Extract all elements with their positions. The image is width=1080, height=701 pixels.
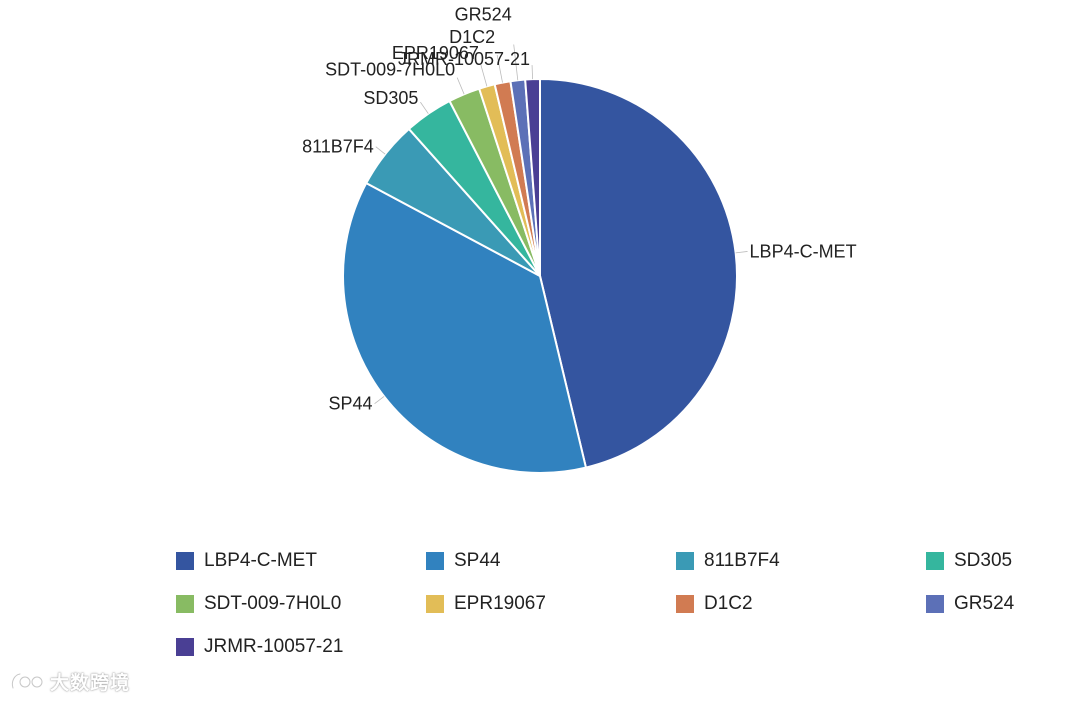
leader-line (531, 65, 533, 80)
legend-swatch (176, 595, 194, 613)
legend-label: EPR19067 (454, 593, 546, 614)
leader-line (735, 251, 748, 254)
slice-label: LBP4-C-MET (750, 241, 857, 261)
leader-line (375, 146, 386, 155)
slice-label: JRMR-10057-21 (398, 49, 530, 69)
leader-line (480, 65, 488, 87)
legend-item: JRMR-10057-21 (176, 634, 343, 660)
legend-swatch (176, 552, 194, 570)
pie-slice-sp44 (342, 181, 588, 474)
slice-label: D1C2 (449, 27, 495, 47)
leader-line (496, 55, 503, 83)
legend-swatch (676, 552, 694, 570)
legend-item: D1C2 (676, 591, 753, 617)
slice-label: 811B7F4 (302, 137, 374, 157)
slice-label: SD305 (363, 88, 418, 108)
legend-item: 811B7F4 (676, 548, 780, 574)
leader-line (456, 77, 465, 95)
brand-logo-icon (10, 672, 44, 689)
legend-swatch (176, 638, 194, 656)
slice-label: SDT-009-7H0L0 (325, 60, 455, 80)
legend-label: SD305 (954, 550, 1013, 571)
legend-item: GR524 (926, 591, 1014, 617)
legend-label: JRMR-10057-21 (204, 636, 344, 657)
legend-item: SDT-009-7H0L0 (176, 591, 341, 617)
legend-label: SDT-009-7H0L0 (204, 593, 342, 614)
pie-leader-lines (374, 44, 748, 405)
legend-label: SP44 (454, 550, 501, 571)
leader-line (374, 396, 385, 405)
pie-slices (342, 77, 738, 474)
legend-label: LBP4-C-MET (204, 550, 317, 571)
slice-label: EPR19067 (392, 43, 479, 63)
slice-label: GR524 (455, 4, 512, 24)
legend-label: 811B7F4 (704, 550, 780, 571)
legend-swatch (676, 595, 694, 613)
legend-swatch (926, 552, 944, 570)
legend-label: D1C2 (704, 593, 753, 614)
leader-line (420, 101, 429, 114)
slice-label: SP44 (329, 394, 373, 414)
legend-swatch (426, 552, 444, 570)
watermark: 大数跨境 (10, 668, 130, 695)
legend-swatch (926, 595, 944, 613)
pie-slice-labels: LBP4-C-MET SP44 811B7F4 SD305 SDT-009-7H0L0E… (302, 4, 857, 413)
legend-item: SD305 (926, 548, 1012, 574)
legend-item: EPR19067 (426, 591, 546, 617)
legend-label: GR524 (954, 593, 1015, 614)
legend-item: SP44 (426, 548, 500, 574)
leader-line (513, 44, 519, 81)
legend-item: LBP4-C-MET (176, 548, 317, 574)
legend-swatch (426, 595, 444, 613)
pie-slice-lbp4-c-met (539, 77, 738, 469)
watermark-text: 大数跨境 (50, 672, 131, 694)
